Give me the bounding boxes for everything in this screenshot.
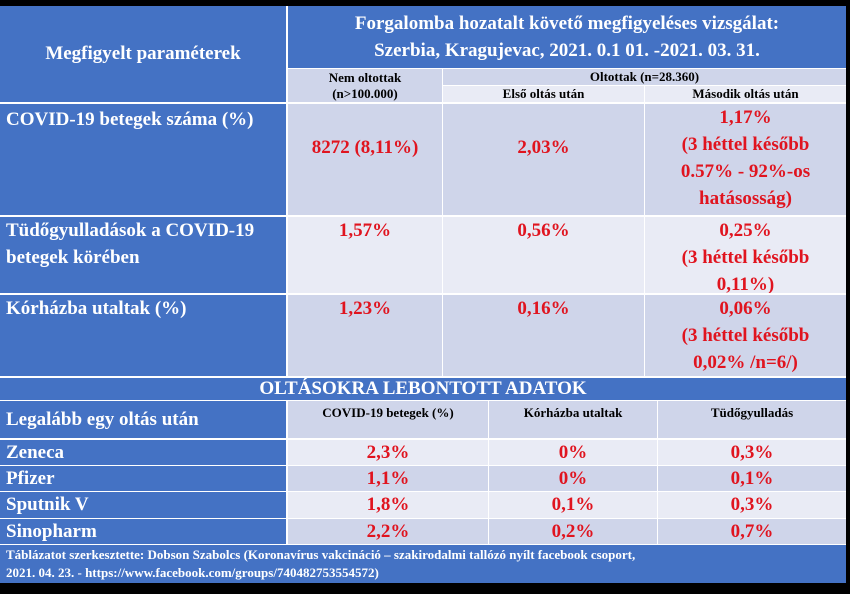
value-text: 0,7% bbox=[730, 520, 774, 542]
first-dose-label: Első oltás után bbox=[502, 86, 585, 101]
not-vaccinated-header: Nem oltottak (n>100.000) bbox=[288, 69, 442, 102]
study-title: Forgalomba hozatalt követő megfigyeléses… bbox=[288, 6, 846, 68]
col-header-text: Tüdőgyulladás bbox=[710, 405, 794, 420]
pneumonia-second-dose: 0,25% (3 héttel később 0,11%) bbox=[645, 217, 846, 293]
value-note: (3 héttel később bbox=[681, 134, 810, 155]
param-header: Megfigyelt paraméterek bbox=[0, 6, 286, 102]
param-header-label: Megfigyelt paraméterek bbox=[45, 43, 241, 64]
zeneca-hospitalized: 0% bbox=[489, 440, 657, 465]
value-text: 8272 (8,11%) bbox=[311, 137, 419, 158]
footer-credit: Táblázatot szerkesztette: Dobson Szabolc… bbox=[0, 545, 846, 583]
not-vaccinated-label: Nem oltottak bbox=[328, 69, 402, 85]
value-note: (3 héttel később bbox=[681, 325, 810, 346]
first-dose-header: Első oltás után bbox=[443, 86, 644, 102]
not-vaccinated-n: (n>100.000) bbox=[332, 85, 398, 101]
pneumonia-not-vaccinated: 1,57% bbox=[288, 217, 442, 293]
col-header-text: COVID-19 betegek (%) bbox=[322, 405, 454, 420]
value-text: 1,57% bbox=[338, 220, 392, 241]
sinopharm-covid: 2,2% bbox=[288, 519, 488, 544]
breakdown-col-pneumonia: Tüdőgyulladás bbox=[658, 401, 846, 438]
value-text: 0,06% bbox=[719, 298, 772, 319]
value-text: 2,03% bbox=[517, 137, 570, 158]
value-note: (3 héttel később bbox=[681, 247, 810, 268]
vaccine-name: Pfizer bbox=[6, 467, 55, 489]
col-header-text: Kórházba utaltak bbox=[523, 405, 623, 420]
footer-link[interactable]: 2021. 04. 23. - https://www.facebook.com… bbox=[6, 565, 379, 580]
vaccinated-label: Oltottak (n=28.360) bbox=[589, 69, 700, 84]
breakdown-col-hospitalized: Kórházba utaltak bbox=[489, 401, 657, 438]
value-note: hatásosság) bbox=[699, 188, 792, 209]
sputnik-covid: 1,8% bbox=[288, 492, 488, 518]
sinopharm-pneumonia: 0,7% bbox=[658, 519, 846, 544]
vaccine-sputnik: Sputnik V bbox=[0, 492, 286, 518]
zeneca-pneumonia: 0,3% bbox=[658, 440, 846, 465]
vaccine-name: Sputnik V bbox=[6, 494, 89, 515]
vaccine-name: Sinopharm bbox=[6, 520, 97, 542]
value-note: 0.57% - 92%-os bbox=[680, 161, 811, 182]
sputnik-pneumonia: 0,3% bbox=[658, 492, 846, 518]
breakdown-row-header: Legalább egy oltás után bbox=[0, 401, 286, 438]
breakdown-title: OLTÁSOKRA LEBONTOTT ADATOK bbox=[0, 378, 846, 400]
value-text: 1,8% bbox=[366, 494, 410, 515]
value-text: 2,3% bbox=[366, 441, 410, 463]
covid-cases-first-dose: 2,03% bbox=[443, 104, 644, 215]
hospitalized-first-dose: 0,16% bbox=[443, 295, 644, 376]
sinopharm-hospitalized: 0,2% bbox=[489, 519, 657, 544]
pfizer-covid: 1,1% bbox=[288, 466, 488, 491]
value-text: 0,25% bbox=[719, 220, 772, 241]
sputnik-hospitalized: 0,1% bbox=[489, 492, 657, 518]
pfizer-pneumonia: 0,1% bbox=[658, 466, 846, 491]
value-text: 1,1% bbox=[366, 467, 410, 489]
row-label-covid-cases: COVID-19 betegek száma (%) bbox=[0, 104, 286, 215]
vaccine-pfizer: Pfizer bbox=[0, 466, 286, 491]
covid-cases-not-vaccinated: 8272 (8,11%) bbox=[288, 104, 442, 215]
value-text: 0% bbox=[558, 441, 588, 463]
value-text: 2,2% bbox=[366, 520, 410, 542]
study-title-line1: Forgalomba hozatalt követő megfigyeléses… bbox=[354, 13, 780, 34]
value-text: 0,2% bbox=[551, 520, 595, 542]
row-label-hospitalized: Kórházba utaltak (%) bbox=[0, 295, 286, 376]
value-text: 0,1% bbox=[730, 467, 774, 489]
vaccine-sinopharm: Sinopharm bbox=[0, 519, 286, 544]
second-dose-header: Második oltás után bbox=[645, 86, 846, 102]
row-label-text: COVID-19 betegek száma (%) bbox=[6, 109, 254, 130]
vaccine-study-table: Megfigyelt paraméterek Forgalomba hozata… bbox=[0, 6, 846, 583]
value-text: 1,17% bbox=[719, 107, 772, 128]
value-note: 0,02% /n=6/) bbox=[693, 352, 798, 373]
pneumonia-first-dose: 0,56% bbox=[443, 217, 644, 293]
breakdown-title-text: OLTÁSOKRA LEBONTOTT ADATOK bbox=[259, 378, 587, 399]
breakdown-row-header-text: Legalább egy oltás után bbox=[6, 408, 199, 430]
value-text: 0% bbox=[558, 467, 588, 489]
pfizer-hospitalized: 0% bbox=[489, 466, 657, 491]
value-text: 0,56% bbox=[517, 220, 570, 241]
breakdown-col-covid: COVID-19 betegek (%) bbox=[288, 401, 488, 438]
row-label-text: Kórházba utaltak (%) bbox=[6, 298, 187, 319]
row-label-text: Tüdőgyulladások a COVID-19 betegek köréb… bbox=[6, 220, 255, 268]
study-title-line2: Szerbia, Kragujevac, 2021. 0.1 01. -2021… bbox=[374, 40, 760, 61]
value-text: 0,3% bbox=[730, 494, 774, 515]
hospitalized-not-vaccinated: 1,23% bbox=[288, 295, 442, 376]
hospitalized-second-dose: 0,06% (3 héttel később 0,02% /n=6/) bbox=[645, 295, 846, 376]
value-note: 0,11%) bbox=[716, 274, 775, 293]
value-text: 0,1% bbox=[551, 494, 595, 515]
value-text: 1,23% bbox=[338, 298, 392, 319]
value-text: 0,3% bbox=[730, 441, 774, 463]
vaccinated-header: Oltottak (n=28.360) bbox=[443, 69, 846, 85]
vaccine-zeneca: Zeneca bbox=[0, 440, 286, 465]
second-dose-label: Második oltás után bbox=[692, 86, 799, 101]
footer-line1: Táblázatot szerkesztette: Dobson Szabolc… bbox=[6, 547, 636, 562]
covid-cases-second-dose: 1,17% (3 héttel később 0.57% - 92%-os ha… bbox=[645, 104, 846, 215]
vaccine-name: Zeneca bbox=[6, 441, 65, 463]
row-label-pneumonia: Tüdőgyulladások a COVID-19 betegek köréb… bbox=[0, 217, 286, 293]
zeneca-covid: 2,3% bbox=[288, 440, 488, 465]
value-text: 0,16% bbox=[517, 298, 570, 319]
